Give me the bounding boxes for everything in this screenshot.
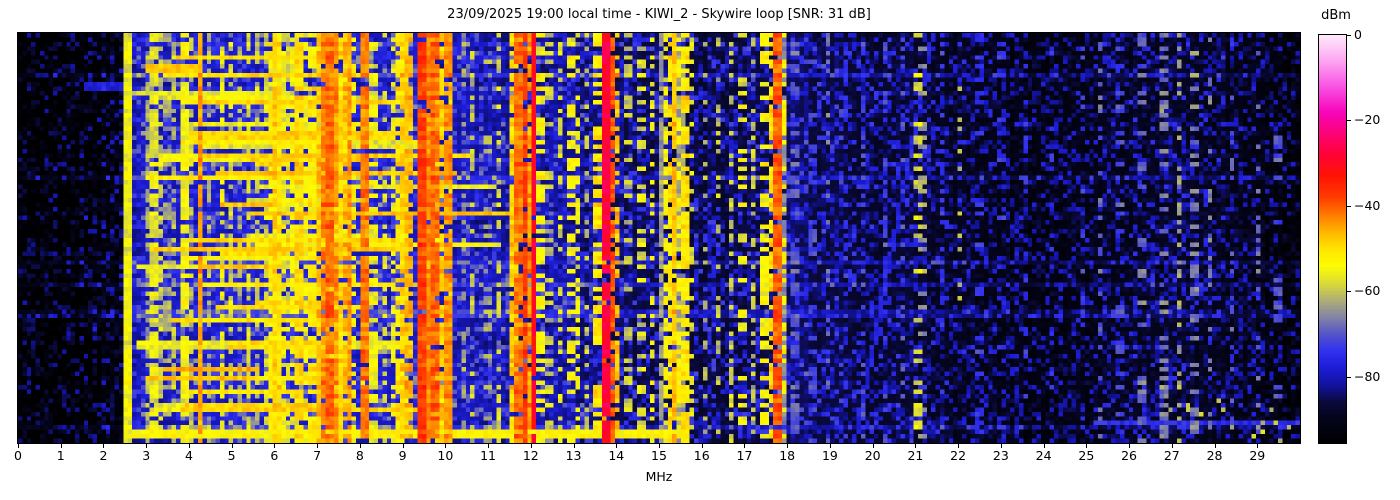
x-tick-mark [274,444,276,448]
colorbar-tick-mark [1347,376,1351,378]
x-tick-label: 0 [14,448,22,463]
x-tick-label: 17 [736,448,753,463]
x-axis-label: MHz [645,469,673,484]
x-tick-label: 24 [1035,448,1052,463]
x-tick-label: 28 [1206,448,1223,463]
x-tick-mark [18,444,19,448]
x-tick-label: 1 [56,448,65,463]
x-tick-mark [1086,444,1088,448]
colorbar-tick-label: −80 [1354,368,1381,384]
x-tick-mark [402,444,404,448]
x-tick-label: 21 [907,448,924,463]
x-tick-label: 29 [1249,448,1266,463]
x-tick-mark [317,444,319,448]
x-tick-mark [1000,444,1002,448]
x-tick-label: 4 [184,448,193,463]
x-tick-label: 10 [437,448,454,463]
x-tick-label: 20 [864,448,881,463]
x-tick-label: 5 [227,448,236,463]
colorbar-tick-label: −20 [1354,112,1381,128]
colorbar [1318,34,1347,444]
x-tick-mark [573,444,575,448]
x-tick-label: 14 [608,448,625,463]
x-tick-mark [787,444,789,448]
colorbar-tick-label: 0 [1354,27,1362,42]
x-tick-mark [188,444,190,448]
x-tick-label: 26 [1121,448,1138,463]
x-tick-mark [1257,444,1259,448]
x-tick-label: 11 [480,448,497,463]
x-tick-mark [1214,444,1216,448]
x-tick-mark [103,444,105,448]
x-tick-label: 18 [779,448,796,463]
x-tick-mark [146,444,148,448]
figure-title: 23/09/2025 19:00 local time - KIWI_2 - S… [447,7,871,22]
x-tick-label: 25 [1078,448,1095,463]
x-tick-mark [829,444,831,448]
colorbar-tick-mark [1347,205,1351,207]
x-tick-label: 27 [1163,448,1180,463]
colorbar-tick-mark [1347,35,1351,36]
x-tick-mark [530,444,532,448]
x-tick-label: 2 [99,448,108,463]
x-tick-mark [488,444,490,448]
colorbar-tick-label: −40 [1354,197,1381,213]
waterfall-canvas [18,33,1300,443]
x-tick-mark [1043,444,1045,448]
colorbar-tick-mark [1347,291,1351,293]
x-tick-label: 9 [398,448,407,463]
x-tick-mark [659,444,660,448]
waterfall-plot-area [17,32,1301,444]
x-tick-label: 7 [313,448,322,463]
x-tick-label: 13 [565,448,582,463]
colorbar-unit-label: dBm [1321,8,1351,23]
x-tick-label: 19 [821,448,838,463]
x-tick-label: 23 [992,448,1009,463]
x-tick-label: 8 [355,448,364,463]
x-tick-mark [1129,444,1131,448]
x-tick-label: 16 [693,448,710,463]
colorbar-tick-mark [1347,120,1351,122]
x-tick-mark [915,444,917,448]
x-tick-label: 6 [270,448,279,463]
x-tick-label: 22 [950,448,967,463]
x-tick-mark [60,444,62,448]
x-tick-mark [872,444,874,448]
colorbar-tick-label: −60 [1354,283,1381,299]
x-tick-mark [616,444,618,448]
x-tick-label: 3 [142,448,151,463]
x-tick-mark [744,444,746,448]
x-tick-label: 15 [651,448,667,463]
x-tick-mark [359,444,361,448]
x-tick-mark [701,444,703,448]
x-tick-mark [1171,444,1173,448]
colorbar-gradient [1319,35,1346,443]
x-tick-mark [445,444,447,448]
x-tick-mark [958,444,960,448]
x-tick-label: 12 [522,448,539,463]
x-tick-mark [231,444,233,448]
